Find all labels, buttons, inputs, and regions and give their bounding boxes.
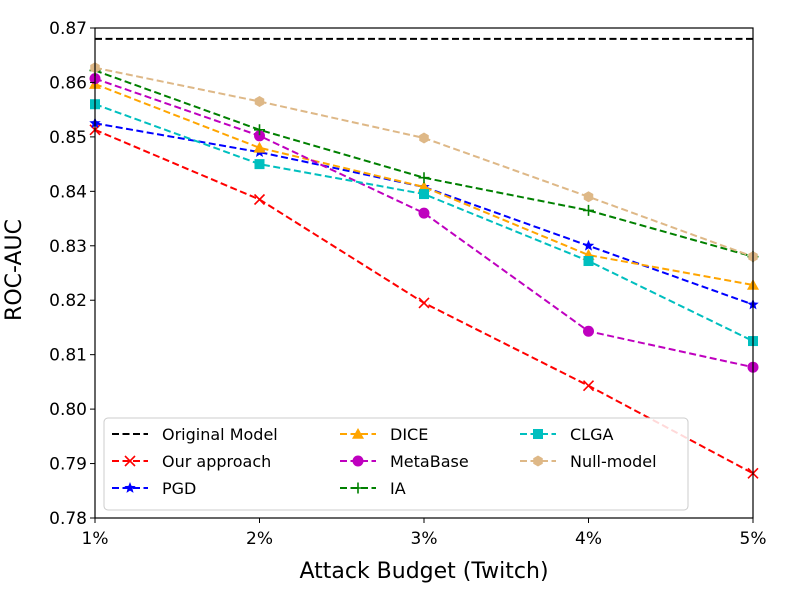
- x-tick-label: 5%: [740, 529, 767, 549]
- y-tick-label: 0.79: [49, 455, 87, 475]
- axes-layer: 0.78 0.79 0.80 0.81 0.82 0.83 0.84 0.85 0.86 0.87…: [49, 19, 766, 549]
- legend-item-clga: CLGA: [520, 425, 613, 444]
- legend-label: IA: [390, 479, 406, 498]
- legend-label: DICE: [390, 425, 428, 444]
- x-tick-label: 2%: [246, 529, 273, 549]
- legend-item-null-model: Null-model: [520, 452, 657, 471]
- y-tick-label: 0.78: [49, 509, 87, 529]
- legend-item-metabase: MetaBase: [340, 452, 469, 471]
- legend-label: Original Model: [162, 425, 278, 444]
- data-point-null-model: [419, 132, 429, 144]
- legend-marker: [124, 455, 136, 467]
- legend-label: CLGA: [570, 425, 613, 444]
- x-tick-label: 1%: [82, 529, 109, 549]
- data-point-ia: [254, 124, 265, 136]
- data-point-metabase: [254, 130, 265, 142]
- legend-label: Our approach: [162, 452, 271, 471]
- legend-marker: [352, 455, 364, 467]
- data-point-metabase: [583, 325, 594, 337]
- y-tick-label: 0.85: [49, 128, 87, 148]
- data-point-null-model: [254, 96, 265, 107]
- data-point-ia: [583, 204, 594, 216]
- series-line-ia: [94, 69, 754, 258]
- legend-marker: [533, 455, 543, 467]
- data-point-our-approach: [253, 193, 266, 206]
- data-point-clga: [419, 189, 429, 200]
- legend-item-original-model: Original Model: [112, 425, 278, 444]
- legend-marker: [533, 429, 543, 439]
- y-tick-label: 0.80: [49, 400, 87, 420]
- x-tick-label: 3%: [411, 529, 438, 549]
- legend-label: PGD: [162, 479, 196, 498]
- legend-marker: [352, 428, 364, 439]
- series-null-model: [90, 62, 758, 263]
- data-point-pgd: [582, 239, 595, 251]
- data-point-clga: [583, 256, 594, 267]
- data-point-clga: [254, 159, 265, 170]
- legend-marker: [352, 482, 364, 494]
- y-axis-label: ROC-AUC: [2, 219, 27, 321]
- data-point-null-model: [583, 191, 594, 203]
- data-point-our-approach: [418, 297, 430, 309]
- y-tick-label: 0.82: [49, 291, 87, 311]
- y-tick-label: 0.86: [49, 73, 87, 93]
- data-point-ia: [418, 172, 430, 184]
- legend-label: MetaBase: [390, 452, 469, 471]
- y-tick-label: 0.84: [49, 182, 87, 202]
- legend-item-ia: IA: [340, 479, 406, 498]
- legend: Original Model Our approach PGD DICE MetaBas…: [103, 417, 689, 511]
- legend-item-our-approach: Our approach: [112, 452, 271, 471]
- series-line-dice: [94, 83, 754, 286]
- x-tick-label: 4%: [575, 529, 602, 549]
- legend-item-dice: DICE: [340, 425, 428, 444]
- data-point-our-approach: [582, 380, 595, 392]
- legend-item-pgd: PGD: [112, 479, 196, 498]
- y-tick-label: 0.81: [49, 346, 87, 366]
- y-tick-label: 0.87: [49, 19, 87, 39]
- legend-box: [103, 417, 689, 511]
- x-axis-label: Attack Budget (Twitch): [299, 559, 548, 584]
- legend-marker: [124, 482, 136, 493]
- legend-label: Null-model: [570, 452, 657, 471]
- data-point-metabase: [418, 207, 430, 219]
- y-tick-label: 0.83: [49, 237, 87, 257]
- data-point-dice: [253, 141, 266, 153]
- series-line-metabase: [94, 77, 754, 369]
